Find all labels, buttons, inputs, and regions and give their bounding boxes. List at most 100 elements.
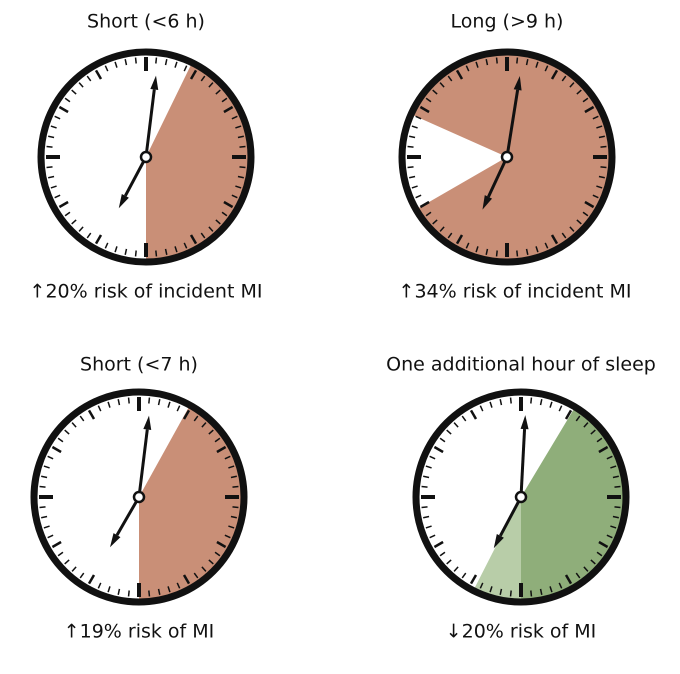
clock-tick <box>610 465 617 469</box>
clock-tick <box>569 82 575 88</box>
clock-tick <box>610 525 617 529</box>
clock-tick <box>415 115 422 120</box>
minute-hand-tip <box>513 76 522 91</box>
clock-tick <box>46 145 53 148</box>
clock-tick <box>598 135 605 139</box>
clock-tick <box>124 248 128 255</box>
minute-hand-tip <box>150 75 159 90</box>
clock-tick <box>425 525 432 529</box>
clock-tick <box>558 582 563 589</box>
clock-tick <box>237 175 244 179</box>
clock-rim <box>37 48 255 266</box>
clock-tick <box>114 246 118 253</box>
hour-hand <box>124 156 148 197</box>
clock-tick <box>223 105 234 114</box>
clock-caption: ↑20% risk of incident MI <box>30 281 263 303</box>
minute-hand <box>137 429 149 498</box>
clock-tick <box>411 125 418 129</box>
clock-tick <box>439 437 446 443</box>
clock-tick <box>228 465 235 469</box>
clock-tick <box>107 586 111 593</box>
clock-tick <box>208 226 214 232</box>
clock-tick <box>97 405 102 412</box>
clock-rim <box>398 48 616 266</box>
clock-tick <box>558 405 563 412</box>
clock-tick <box>79 572 85 579</box>
clock-tick <box>469 574 478 585</box>
clock-title: One additional hour of sleep <box>386 354 656 376</box>
clock-tick <box>429 534 436 539</box>
clock-tick <box>419 200 430 209</box>
clock-tick <box>78 226 84 232</box>
clock-tick <box>215 89 221 95</box>
clock-tick <box>208 559 214 565</box>
clock-tick <box>432 219 438 225</box>
clock-tick <box>423 475 430 479</box>
clock-tick <box>134 250 137 257</box>
clock-tick <box>71 566 77 572</box>
clock-tick <box>214 551 221 557</box>
clock-tick <box>550 69 559 80</box>
clock-tick <box>544 242 549 249</box>
minute-hand <box>519 429 527 498</box>
clock-tick <box>50 185 57 189</box>
clock-tick <box>216 540 227 549</box>
clock-tick <box>87 574 96 585</box>
clock-title: Short (<6 h) <box>87 11 205 33</box>
clock-tick <box>453 566 459 572</box>
clock-tick <box>41 475 48 479</box>
clock-tick <box>201 422 207 428</box>
clock-tick <box>87 409 96 420</box>
clock-tick <box>455 234 464 245</box>
clock-tick <box>78 82 84 88</box>
clock-tick <box>221 97 228 103</box>
clock-tick <box>193 572 199 579</box>
clock-tick <box>86 75 92 82</box>
clock-tick <box>485 59 489 66</box>
clock-tick <box>232 506 239 509</box>
clock-tick <box>235 185 242 189</box>
clock-tick <box>64 429 70 435</box>
clock-tick <box>167 586 171 593</box>
sleep-sector <box>146 65 249 260</box>
clock-tick <box>155 57 158 64</box>
clock-tick <box>590 429 596 435</box>
clock-tick <box>48 175 55 179</box>
clock-tick <box>208 429 214 435</box>
clock-title: Long (>9 h) <box>451 11 564 33</box>
clock-tick <box>224 455 231 460</box>
clock-tick <box>104 65 109 72</box>
clock-caption: ↑19% risk of MI <box>64 621 215 643</box>
clock-tick <box>612 475 619 479</box>
clock-tick <box>479 582 484 589</box>
clock-tick <box>157 588 161 595</box>
sleep-sector <box>521 409 623 599</box>
clock-tick <box>237 135 244 139</box>
clock-tick <box>485 248 489 255</box>
clock-tick <box>421 506 428 509</box>
clock-tick <box>117 588 121 595</box>
clock-tick <box>439 551 446 557</box>
clock-tick <box>447 232 453 239</box>
clock-tick <box>97 582 102 589</box>
clock-tick <box>489 586 493 593</box>
clock-tick <box>550 234 559 245</box>
clock-pivot <box>139 150 153 164</box>
clock-tick <box>475 246 479 253</box>
clock-tick <box>214 437 221 443</box>
clock-tick <box>43 465 50 469</box>
clock-tick <box>54 194 61 199</box>
clock-tick <box>499 588 503 595</box>
clock-tick <box>600 145 607 148</box>
clock-tick <box>495 57 498 64</box>
clock-tick <box>189 234 198 245</box>
clock-tick <box>469 409 478 420</box>
clock-tick <box>499 399 503 406</box>
clock-title: Short (<7 h) <box>80 354 198 376</box>
clock-tick <box>415 194 422 199</box>
clock-tick <box>230 475 237 479</box>
clock-tick <box>596 437 603 443</box>
clock-tick <box>407 145 414 148</box>
clock-tick <box>598 175 605 179</box>
